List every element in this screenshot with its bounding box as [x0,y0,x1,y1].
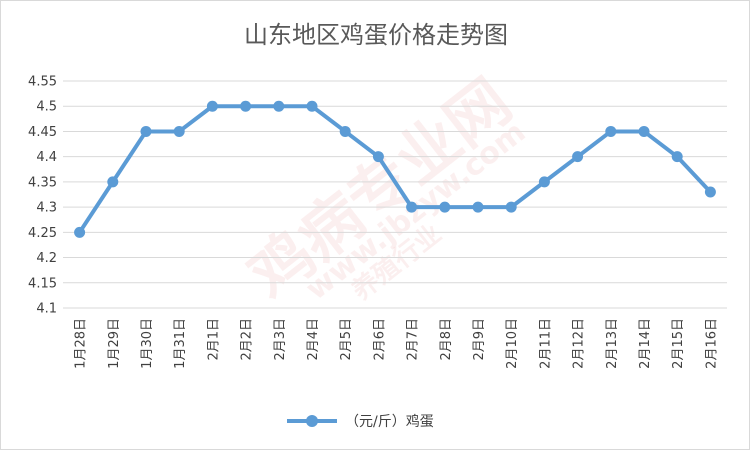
data-point [472,201,484,213]
data-point [273,100,285,112]
y-tick-label: 4.2 [36,251,57,266]
data-point [605,125,617,137]
data-point [406,201,418,213]
x-tick-label: 2月14日 [638,318,653,369]
data-point [505,201,517,213]
x-tick-label: 1月30日 [140,318,155,369]
data-point [439,201,451,213]
series-egg [74,100,716,238]
data-point [339,125,351,137]
x-tick-label: 1月28日 [74,318,89,369]
legend-label: （元/斤）鸡蛋 [345,413,434,430]
x-tick-label: 2月15日 [671,318,686,369]
data-point [140,125,152,137]
x-tick-label: 2月8日 [439,318,454,361]
y-tick-label: 4.35 [28,175,57,190]
data-point [671,151,683,163]
x-tick-label: 2月16日 [704,318,719,369]
x-tick-label: 2月10日 [505,318,520,369]
y-tick-label: 4.5 [36,100,57,115]
data-point [240,100,252,112]
data-point [538,176,550,188]
data-point [572,151,584,163]
data-point [306,100,318,112]
y-tick-label: 4.1 [36,302,57,317]
x-tick-label: 1月29日 [107,318,122,369]
y-tick-label: 4.15 [28,276,57,291]
x-tick-label: 1月31日 [173,318,188,369]
data-point [74,226,86,238]
y-tick-label: 4.25 [28,226,57,241]
y-tick-label: 4.3 [36,201,57,216]
x-tick-label: 2月4日 [306,318,321,361]
x-tick-label: 2月12日 [572,318,587,369]
x-tick-label: 2月13日 [605,318,620,369]
data-point [704,186,716,198]
legend-marker-swatch [306,415,318,427]
data-point [107,176,119,188]
x-axis-ticks: 1月28日 1月29日 1月30日 1月31日 2月1日 2月2日 2月3日 2月4日 2月5日… [74,318,720,369]
y-tick-label: 4.55 [28,75,57,90]
x-tick-label: 2月6日 [372,318,387,361]
legend: （元/斤）鸡蛋 [287,413,434,430]
series-line [77,104,713,235]
x-tick-label: 2月1日 [206,318,221,361]
x-tick-label: 2月3日 [273,318,288,361]
gridlines [63,80,727,309]
x-tick-label: 2月5日 [339,318,354,361]
x-tick-label: 2月11日 [538,318,553,369]
data-point [372,151,384,163]
data-point [638,125,650,137]
y-tick-label: 4.4 [36,150,57,165]
data-point [173,125,185,137]
y-axis-ticks: 4.1 4.15 4.2 4.25 4.3 4.35 4.4 4.45 4.5 4.55 [28,75,57,317]
chart-title: 山东地区鸡蛋价格走势图 [244,21,508,49]
data-point [206,100,218,112]
x-tick-label: 2月9日 [472,318,487,361]
x-tick-label: 2月2日 [240,318,255,361]
x-tick-label: 2月7日 [406,318,421,361]
y-tick-label: 4.45 [28,125,57,140]
